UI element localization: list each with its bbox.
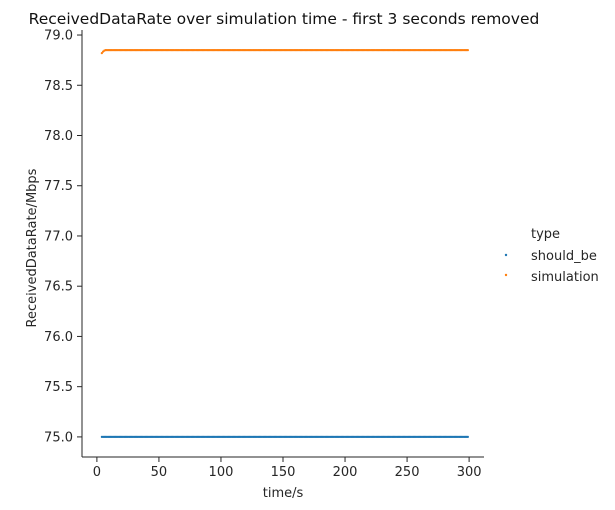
x-axis-label: time/s bbox=[263, 486, 304, 501]
legend-marker-simulation bbox=[504, 273, 508, 277]
plot-area bbox=[100, 48, 469, 439]
y-tick-label: 79.0 bbox=[44, 29, 73, 44]
x-tick-label: 250 bbox=[395, 465, 420, 480]
y-tick-label: 78.5 bbox=[44, 79, 73, 94]
y-tick-label: 76.5 bbox=[44, 280, 73, 295]
legend-label-should-be: should_be bbox=[531, 249, 597, 264]
data-point bbox=[466, 435, 469, 439]
data-point bbox=[466, 48, 469, 52]
y-tick-label: 78.0 bbox=[44, 129, 73, 144]
x-axis-ticks: 0 50 100 150 200 250 300 bbox=[93, 457, 482, 480]
y-axis-ticks: 75.0 75.5 76.0 76.5 77.0 77.5 78.0 78.5 79.0 bbox=[44, 29, 82, 445]
y-tick-label: 75.0 bbox=[44, 430, 73, 445]
legend: type should_be simulation bbox=[504, 227, 599, 285]
y-axis-label: ReceivedDataRate/Mbps bbox=[25, 168, 40, 327]
y-tick-label: 77.0 bbox=[44, 229, 73, 244]
y-tick-label: 77.5 bbox=[44, 179, 73, 194]
x-tick-label: 100 bbox=[209, 465, 234, 480]
series-should-be bbox=[100, 435, 469, 439]
x-tick-label: 300 bbox=[457, 465, 482, 480]
x-tick-label: 150 bbox=[271, 465, 296, 480]
y-tick-label: 75.5 bbox=[44, 380, 73, 395]
series-simulation bbox=[100, 48, 469, 55]
legend-label-simulation: simulation bbox=[531, 270, 599, 285]
x-tick-label: 200 bbox=[333, 465, 358, 480]
x-tick-label: 0 bbox=[93, 465, 101, 480]
y-tick-label: 76.0 bbox=[44, 330, 73, 345]
chart-title: ReceivedDataRate over simulation time - … bbox=[29, 10, 540, 28]
legend-marker-should-be bbox=[504, 253, 508, 257]
x-tick-label: 50 bbox=[151, 465, 168, 480]
data-point bbox=[100, 52, 103, 55]
legend-title: type bbox=[531, 227, 560, 242]
